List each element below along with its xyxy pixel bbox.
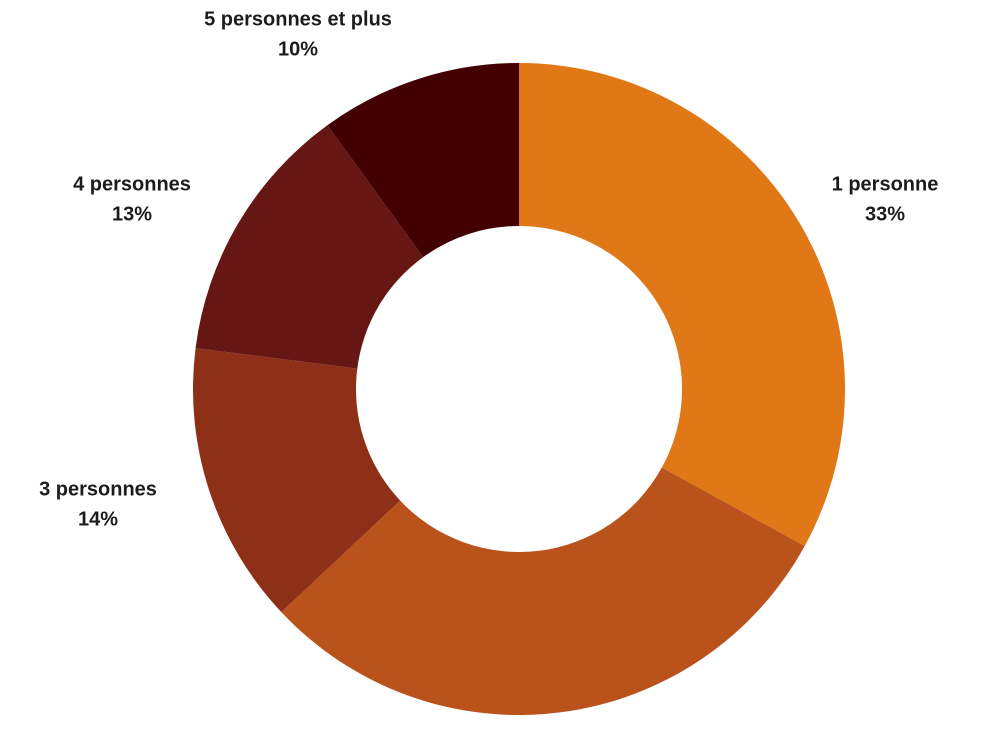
slice-5 [327,62,519,258]
slice-value-label-4: 13% [112,203,152,225]
slice-4 [195,125,424,369]
slice-1 [519,63,846,547]
donut-slices [193,62,846,715]
slice-label-5: 5 personnes et plus [204,8,392,30]
slice-3 [193,348,401,613]
slice-value-label-1: 33% [865,203,905,225]
slice-label-4: 4 personnes [73,173,191,195]
slice-2 [281,467,805,715]
slice-labels: 1 personne 33% 3 personnes 14% 4 personnes 13… [39,8,938,530]
slice-value-label-5: 10% [278,38,318,60]
slice-value-label-3: 14% [78,508,118,530]
slice-label-3: 3 personnes [39,478,157,500]
slice-label-1: 1 personne [832,173,939,195]
